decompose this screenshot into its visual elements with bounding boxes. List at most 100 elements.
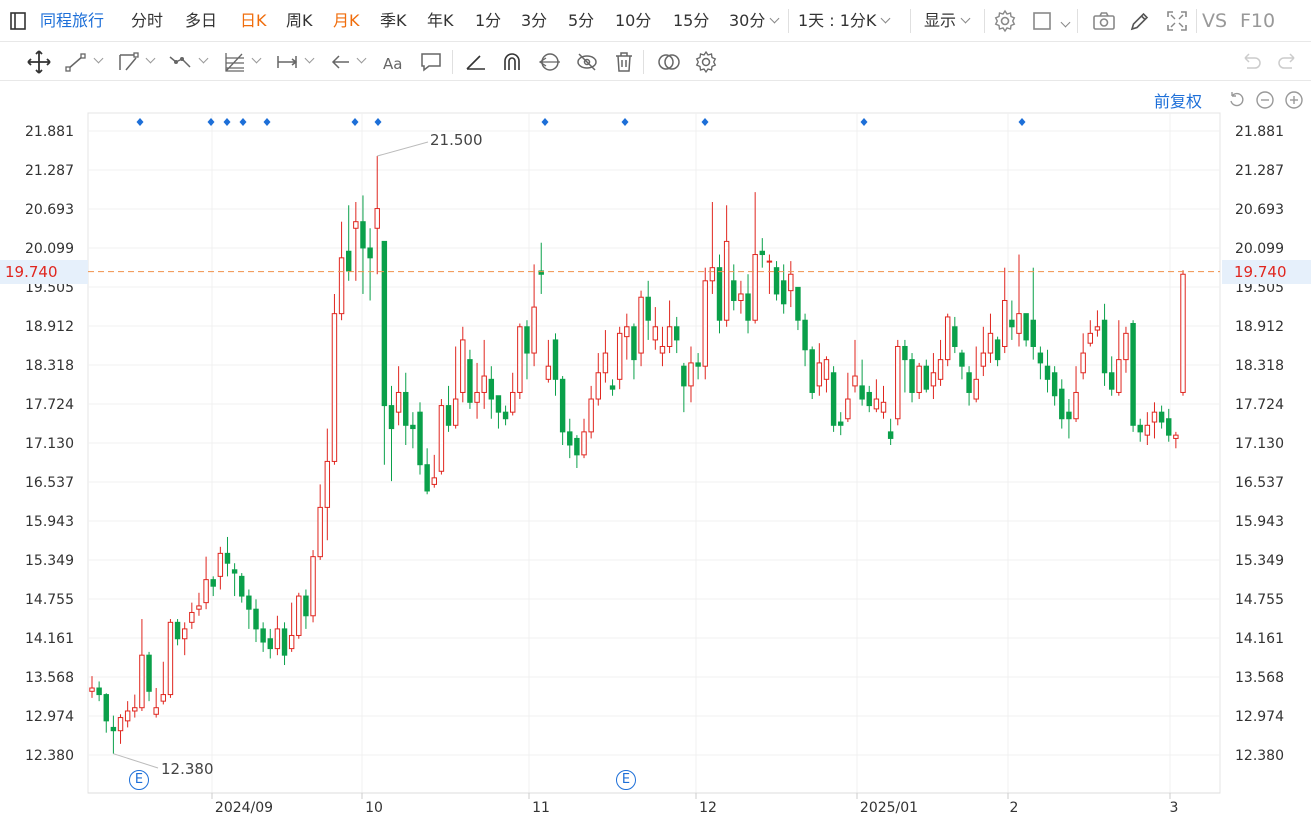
price-adjust-selector[interactable]: 前复权 [1154,92,1203,111]
candle [1030,267,1036,360]
candle [267,628,273,659]
sidebar-toggle-icon[interactable] [4,7,32,35]
candle [474,362,480,419]
candle-body [431,477,437,485]
y-tick-label: 20.099 [25,241,74,257]
period-tab-day-k[interactable]: 日K [240,11,267,30]
period-tab-quarter-k[interactable]: 季K [380,11,407,30]
candle-body [96,687,102,696]
candle-body [1094,326,1101,331]
hide-drawings-icon[interactable] [573,48,601,76]
event-marker-diamond [207,118,215,126]
event-badge-ex-dividend[interactable]: E [129,770,149,790]
candle [716,254,723,334]
candle-body [345,250,352,272]
candle-body [410,424,416,430]
f10-button[interactable]: F10 [1240,10,1276,32]
period-tab-10min[interactable]: 10分 [615,11,652,30]
candle-body [538,270,544,275]
candle [139,619,145,711]
redo-icon[interactable] [1274,48,1302,76]
x-tick-label: 2 [1010,800,1019,816]
candle [581,418,587,459]
candle [937,339,944,386]
candle-body [1002,300,1008,347]
candle [723,205,730,327]
arrow-left-icon[interactable] [327,48,355,76]
compare-vs-button[interactable]: VS [1202,10,1228,32]
fullscreen-icon[interactable] [1163,7,1191,35]
candle [1123,326,1129,373]
settings-gear-icon[interactable] [991,7,1019,35]
overlay-compare-icon[interactable] [655,48,683,76]
candle [695,353,701,380]
candle-body [531,306,537,354]
period-tab-duori[interactable]: 多日 [185,11,218,30]
text-tool-icon[interactable]: Aa [380,48,408,76]
candle-body [745,293,751,321]
y-tick-label: 20.099 [1235,241,1284,257]
candle [531,264,537,367]
candle-body [902,345,908,361]
sync-drawing-icon[interactable] [536,48,564,76]
polyline-icon[interactable] [166,48,194,76]
event-marker-diamond [223,118,231,126]
magnet-icon[interactable] [498,48,526,76]
period-tab-15min[interactable]: 15分 [673,11,710,30]
move-crosshair-icon[interactable] [25,48,53,76]
period-tab-30min[interactable]: 30分 [729,0,780,42]
period-tab-year-k[interactable]: 年K [427,11,454,30]
drawing-settings-icon[interactable] [692,48,720,76]
pencil-icon[interactable] [1126,7,1154,35]
candle [360,195,366,294]
camera-icon[interactable] [1090,7,1118,35]
fibonacci-icon[interactable] [221,48,249,76]
candle-body [189,611,195,623]
candle-body [1144,424,1151,436]
square-layout-icon[interactable] [1029,7,1057,35]
candle [652,307,659,350]
toolbar-divider [1196,9,1197,33]
candle-body [702,280,708,367]
trash-icon[interactable] [610,48,638,76]
candle-body [994,339,1001,361]
y-tick-label: 21.287 [1235,163,1284,179]
measure-range-icon[interactable] [273,48,301,76]
candle [1116,320,1122,396]
interval-select[interactable]: 1天 : 1分K [798,0,891,42]
display-menu[interactable]: 显示 [924,0,971,42]
event-badge-ex-dividend[interactable]: E [616,770,636,790]
zoom-out-icon[interactable] [1255,90,1275,110]
undo-icon[interactable] [1237,48,1265,76]
channel-line-icon[interactable] [114,48,142,76]
current-price-tag-left: 19.740 [0,260,88,284]
candle [1137,418,1143,442]
period-tab-3min[interactable]: 3分 [521,11,548,30]
candle [709,201,716,294]
period-tab-fenshi[interactable]: 分时 [131,11,164,30]
ruler-angle-icon[interactable] [462,48,490,76]
period-tab-5min[interactable]: 5分 [568,11,595,30]
stock-title[interactable]: 同程旅行 [40,11,105,30]
candle [631,323,637,380]
trend-line-icon[interactable] [62,48,90,76]
candle [239,573,245,603]
candle [324,428,331,541]
reset-zoom-icon[interactable] [1227,90,1247,110]
candle-body [645,296,651,321]
zoom-in-icon[interactable] [1284,90,1304,110]
candle-body [502,411,509,420]
candle-body [873,398,880,410]
y-tick-label: 21.287 [25,163,74,179]
candle-body [1044,365,1051,380]
candle [124,701,131,728]
candle-body [1173,434,1179,439]
candle-body [89,687,95,692]
period-tab-month-k[interactable]: 月K [333,11,360,30]
candle-body [117,717,124,732]
top-toolbar: 同程旅行 分时 多日 日K 周K 月K 季K 年K 1分 3分 5分 10分 1… [0,0,1311,42]
period-tab-week-k[interactable]: 周K [286,11,313,30]
comment-icon[interactable] [417,48,445,76]
period-tab-1min[interactable]: 1分 [475,11,502,30]
